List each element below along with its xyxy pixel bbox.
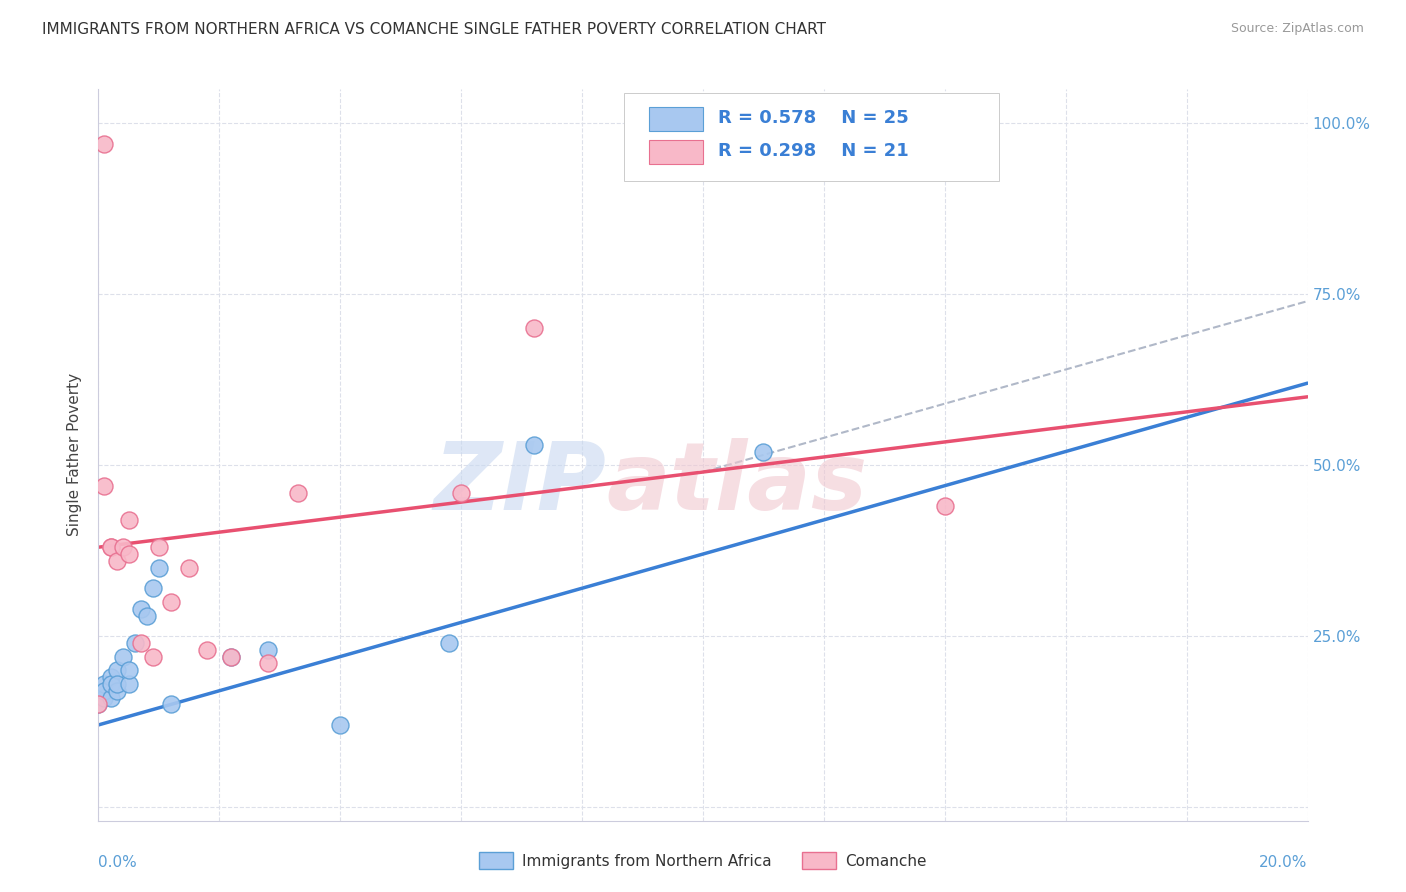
Point <box>93 136 115 151</box>
Text: ZIP: ZIP <box>433 438 606 530</box>
Point <box>105 683 128 698</box>
Point <box>221 649 243 664</box>
Point <box>752 444 775 458</box>
Text: Source: ZipAtlas.com: Source: ZipAtlas.com <box>1230 22 1364 36</box>
Point <box>118 547 141 561</box>
Point <box>118 513 141 527</box>
Point <box>100 690 122 705</box>
Point <box>93 478 115 492</box>
Point <box>105 677 128 691</box>
Point <box>195 642 218 657</box>
Point <box>93 677 115 691</box>
Point <box>329 718 352 732</box>
Point <box>118 663 141 677</box>
Point <box>100 540 122 554</box>
Y-axis label: Single Father Poverty: Single Father Poverty <box>67 374 83 536</box>
Point <box>100 677 122 691</box>
Point <box>179 560 201 574</box>
Point <box>93 683 115 698</box>
Point <box>100 670 122 684</box>
Point <box>87 698 110 712</box>
Text: 20.0%: 20.0% <box>1260 855 1308 870</box>
Point <box>142 581 165 595</box>
Point <box>256 642 278 657</box>
Point <box>148 540 170 554</box>
Point <box>111 540 134 554</box>
Point <box>100 540 122 554</box>
Point <box>135 608 157 623</box>
Point <box>142 649 165 664</box>
Point <box>124 636 146 650</box>
Text: R = 0.298    N = 21: R = 0.298 N = 21 <box>717 143 908 161</box>
Point <box>111 649 134 664</box>
FancyBboxPatch shape <box>648 140 703 164</box>
Point <box>523 438 546 452</box>
Point <box>118 677 141 691</box>
Point <box>160 595 183 609</box>
Point <box>437 636 460 650</box>
Point <box>148 560 170 574</box>
Point <box>934 499 956 513</box>
Point <box>87 698 110 712</box>
Point <box>256 657 278 671</box>
Point <box>105 663 128 677</box>
Point <box>93 690 115 705</box>
Legend: Immigrants from Northern Africa, Comanche: Immigrants from Northern Africa, Comanch… <box>474 846 932 875</box>
Text: atlas: atlas <box>606 438 868 530</box>
Text: R = 0.578    N = 25: R = 0.578 N = 25 <box>717 110 908 128</box>
Point <box>287 485 309 500</box>
Point <box>450 485 472 500</box>
Point <box>160 698 183 712</box>
Point <box>129 601 152 615</box>
Point <box>129 636 152 650</box>
Text: IMMIGRANTS FROM NORTHERN AFRICA VS COMANCHE SINGLE FATHER POVERTY CORRELATION CH: IMMIGRANTS FROM NORTHERN AFRICA VS COMAN… <box>42 22 827 37</box>
Text: 0.0%: 0.0% <box>98 855 138 870</box>
FancyBboxPatch shape <box>624 93 1000 180</box>
FancyBboxPatch shape <box>648 107 703 131</box>
Point <box>105 554 128 568</box>
Point <box>221 649 243 664</box>
Point <box>523 321 546 335</box>
